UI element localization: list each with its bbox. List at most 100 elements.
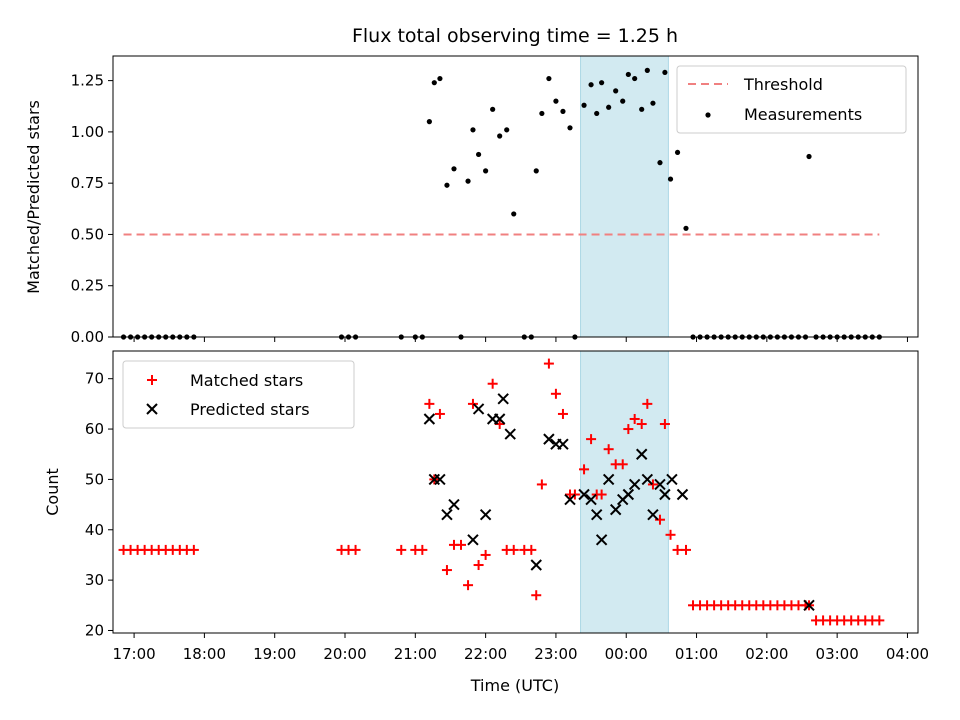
matched-star-point <box>617 459 628 470</box>
matched-star-point <box>456 539 467 550</box>
y-tick-label: 20 <box>85 621 104 639</box>
matched-star-point <box>579 464 590 475</box>
matched-star-point <box>467 398 478 409</box>
predicted-star-point <box>543 433 555 445</box>
predicted-star-point <box>472 403 485 415</box>
top-legend: Threshold Measurements <box>676 65 907 134</box>
y-tick-label: 60 <box>85 420 104 438</box>
highlight-span-rect <box>580 55 669 338</box>
matched-star-point <box>874 615 885 626</box>
matched-star-point <box>480 549 491 560</box>
predicted-star-point <box>641 473 654 486</box>
legend-threshold-label: Threshold <box>743 75 823 94</box>
measurement-point <box>470 127 476 133</box>
measurement-point <box>553 98 559 104</box>
top-highlight-span <box>580 55 669 338</box>
measurement-point <box>444 182 450 188</box>
y-tick-label: 70 <box>85 370 104 388</box>
measurement-point <box>639 106 645 112</box>
y-tick-label: 40 <box>85 521 104 539</box>
matched-star-point <box>636 419 647 430</box>
predicted-star-point <box>647 508 659 521</box>
measurement-point <box>667 176 674 182</box>
y-tick-label: 50 <box>85 470 104 488</box>
y-tick-label: 0.00 <box>71 328 104 346</box>
top-axes-frame <box>112 55 919 338</box>
x-tick-label: 19:00 <box>253 645 296 663</box>
matched-star-point <box>350 544 361 555</box>
predicted-star-point <box>622 488 635 501</box>
matched-star-point <box>441 565 452 576</box>
x-tick-label: 23:00 <box>534 645 577 663</box>
measurement-point <box>599 80 605 86</box>
measurement-point <box>539 110 545 117</box>
bottom-y-axis-label: Count <box>43 468 62 516</box>
predicted-star-point <box>564 493 576 506</box>
x-axis-label: Time (UTC) <box>470 676 559 695</box>
measurement-point <box>632 75 638 82</box>
y-tick-label: 0.25 <box>71 277 104 295</box>
matched-star-point <box>396 544 407 555</box>
legend-predicted-label: Predicted stars <box>190 400 310 419</box>
x-tick-label: 21:00 <box>394 645 437 663</box>
predicted-star-point <box>578 488 590 501</box>
predicted-star-point <box>497 393 509 405</box>
predicted-star-point <box>666 473 678 486</box>
measurement-point <box>483 168 489 174</box>
matched-star-point <box>557 408 568 419</box>
predicted-star-point <box>467 534 479 546</box>
measurement-point <box>567 125 573 131</box>
measurement-point <box>533 168 539 174</box>
x-tick-label: 04:00 <box>886 645 929 663</box>
measurement-point <box>511 211 517 217</box>
y-tick-label: 0.75 <box>71 174 104 192</box>
bottom-x-ticks: 17:00 18:00 19:00 20:00 21:00 22:00 23:00 00:00… <box>112 633 929 663</box>
matched-star-point <box>424 398 435 409</box>
matched-star-point <box>188 544 199 555</box>
x-tick-label: 22:00 <box>464 645 507 663</box>
predicted-star-point <box>423 413 436 425</box>
measurement-point <box>650 100 656 106</box>
predicted-star-point <box>676 488 689 501</box>
top-y-axis-label: Matched/Predicted stars <box>24 100 43 294</box>
matched-star-point <box>463 580 474 591</box>
y-tick-label: 1.25 <box>71 72 104 90</box>
legend-matched-label: Matched stars <box>190 371 303 390</box>
matched-star-point <box>473 560 484 571</box>
x-tick-label: 17:00 <box>112 645 155 663</box>
measurement-point <box>451 166 457 172</box>
measurement-point <box>657 160 663 166</box>
measurement-point <box>581 102 587 108</box>
legend-predicted-marker <box>146 403 158 415</box>
matched-star-point <box>526 544 537 555</box>
predicted-star-point <box>628 478 641 491</box>
predicted-star-point <box>530 559 542 571</box>
measurement-point <box>437 75 443 82</box>
matched-star-point <box>629 413 640 424</box>
legend-matched-marker <box>147 375 157 385</box>
bottom-y-ticks: 20 30 40 50 60 70 <box>85 370 113 639</box>
predicted-star-point <box>448 498 460 511</box>
matched-star-point <box>647 479 658 490</box>
matched-star-point <box>434 408 445 419</box>
bottom-axes-frame <box>112 350 919 634</box>
bottom-series <box>118 358 885 626</box>
matched-star-point <box>680 544 691 555</box>
bottom-panel: 20 30 40 50 60 70 17:00 18:00 19:00 20:00 21:00 22… <box>43 350 929 695</box>
measurement-point <box>504 127 510 133</box>
x-tick-label: 01:00 <box>675 645 718 663</box>
y-tick-label: 0.50 <box>71 225 104 243</box>
matched-star-point <box>417 544 428 555</box>
matched-star-point <box>543 358 554 369</box>
matched-star-point <box>536 479 547 490</box>
predicted-star-point <box>659 488 671 501</box>
predicted-star-point <box>590 508 603 521</box>
predicted-star-point <box>557 438 569 450</box>
bottom-legend-box <box>122 360 355 429</box>
predicted-star-point <box>585 493 597 506</box>
x-tick-label: 18:00 <box>183 645 226 663</box>
predicted-star-point <box>654 478 666 491</box>
measurement-point <box>426 119 432 125</box>
measurement-point <box>662 69 668 76</box>
